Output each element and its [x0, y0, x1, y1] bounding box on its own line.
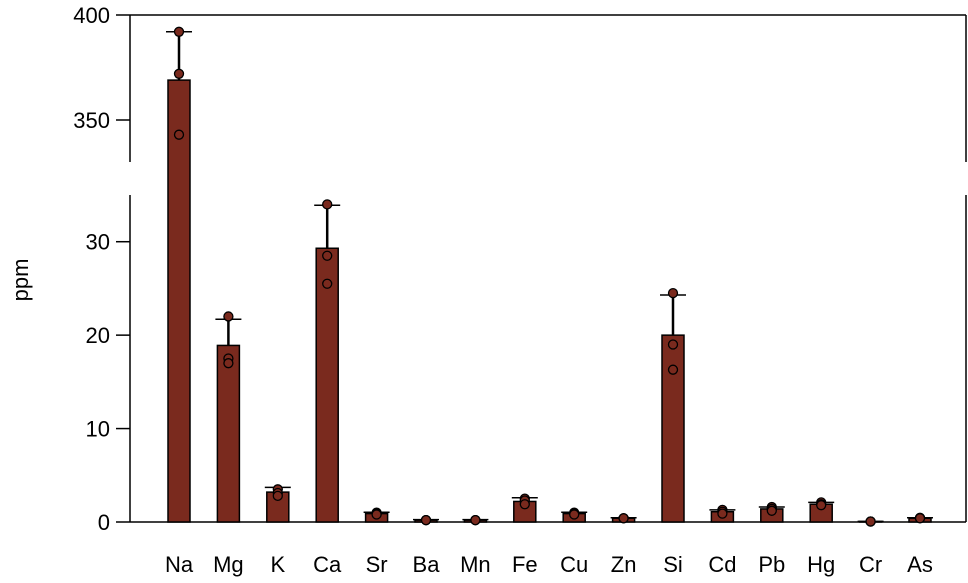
x-tick-label-Si: Si: [663, 552, 683, 577]
axes: [116, 14, 967, 523]
point-Pb-3: [766, 505, 777, 516]
point-Ca-2: [322, 250, 333, 261]
x-tick-label-Mg: Mg: [213, 552, 244, 577]
y-tick-label-400: 400: [73, 3, 110, 28]
point-Zn-3: [618, 513, 629, 524]
x-tick-label-Sr: Sr: [366, 552, 388, 577]
y-tick-label-30: 30: [86, 230, 110, 255]
error-bars: [166, 31, 933, 523]
bar-Si: [661, 334, 685, 523]
point-Mg-3: [223, 358, 234, 369]
tick-labels: 350 400 0 10 20 30 Na Mg K Ca Sr Ba Mn Fe Cu Zn Si Cd Pb Hg…: [73, 3, 933, 577]
point-Fe-3: [519, 499, 530, 510]
data-points: [173, 26, 926, 527]
point-K-3: [272, 490, 283, 501]
x-tick-label-Na: Na: [165, 552, 194, 577]
point-Cr-3: [865, 516, 876, 527]
x-tick-label-Cd: Cd: [708, 552, 736, 577]
point-Si-1: [667, 287, 679, 299]
point-Ba-3: [420, 514, 432, 526]
x-tick-label-Fe: Fe: [512, 552, 538, 577]
point-Na-1: [173, 26, 185, 37]
point-Na-2: [173, 68, 185, 79]
point-Hg-3: [816, 500, 827, 511]
point-Mg-1: [223, 311, 234, 322]
bars: [167, 79, 932, 523]
y-tick-label-0: 0: [98, 510, 110, 535]
x-tick-label-Ba: Ba: [413, 552, 441, 577]
x-tick-label-K: K: [270, 552, 285, 577]
point-Mn-3: [470, 514, 481, 526]
x-tick-label-Hg: Hg: [807, 552, 835, 577]
x-tick-label-As: As: [907, 552, 933, 577]
x-tick-label-Cu: Cu: [560, 552, 588, 577]
x-tick-label-Ca: Ca: [313, 552, 342, 577]
y-axis-label: ppm: [8, 259, 33, 302]
point-Si-2: [667, 339, 679, 350]
y-tick-label-20: 20: [86, 323, 110, 348]
point-Ca-1: [322, 199, 333, 210]
point-As-3: [914, 513, 926, 524]
point-Na-3: [173, 129, 185, 140]
x-tick-label-Mn: Mn: [460, 552, 491, 577]
x-tick-label-Cr: Cr: [859, 552, 882, 577]
y-tick-label-10: 10: [86, 417, 110, 442]
bar-Na: [167, 79, 191, 523]
point-Si-3: [667, 364, 679, 375]
point-Sr-3: [371, 509, 382, 520]
x-tick-label-Pb: Pb: [758, 552, 785, 577]
point-Cu-3: [569, 509, 580, 520]
point-Ca-3: [322, 278, 333, 289]
point-Cd-3: [717, 508, 728, 519]
x-tick-label-Zn: Zn: [611, 552, 637, 577]
y-tick-label-350: 350: [73, 108, 110, 133]
bar-Ca: [315, 247, 339, 523]
bar-Mg: [216, 344, 241, 523]
